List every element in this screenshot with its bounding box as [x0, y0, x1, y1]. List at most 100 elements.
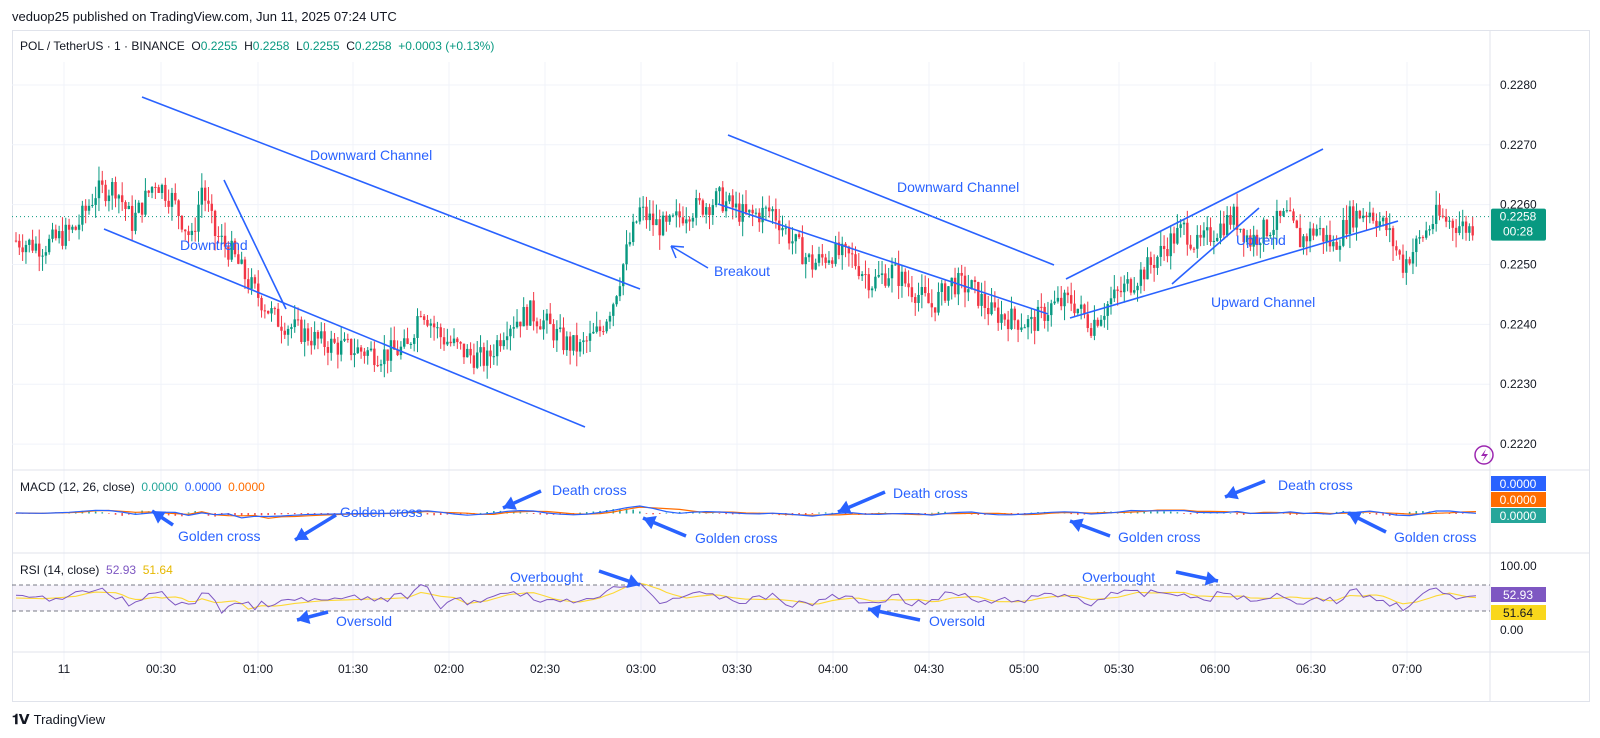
candle-body — [164, 184, 167, 201]
candle-body — [154, 186, 157, 188]
candle-body — [459, 342, 462, 344]
time-tick-label: 00:30 — [146, 662, 176, 676]
candle-body — [495, 340, 499, 357]
candle-body — [555, 328, 559, 341]
rsi-value-tag — [1491, 587, 1546, 602]
candle-body — [1215, 237, 1219, 241]
macd-value-label: 0.0000 — [1500, 493, 1537, 507]
price-tick-label: 0.2220 — [1500, 437, 1537, 451]
candle-body — [1013, 308, 1016, 321]
candle-body — [525, 306, 529, 326]
candle-body — [1142, 269, 1146, 280]
candle-body — [38, 243, 41, 257]
candle-body — [638, 207, 642, 222]
chart-annotation: Downward Channel — [310, 147, 432, 163]
candle-body — [426, 319, 429, 326]
price-tick-label: 0.2270 — [1500, 138, 1537, 152]
open-value: 0.2255 — [200, 39, 238, 53]
macd-value-label: 0.0000 — [1500, 477, 1537, 491]
macd-histogram-bar — [439, 513, 442, 515]
candle-body — [147, 190, 150, 193]
candle-body — [1199, 234, 1202, 238]
candle-body — [64, 224, 67, 246]
candle-body — [529, 300, 532, 326]
candle-body — [1378, 221, 1381, 228]
macd-histogram-bar — [632, 509, 634, 514]
candle-body — [585, 340, 588, 342]
candle-body — [1361, 215, 1365, 219]
candle-body — [1026, 319, 1030, 328]
macd-histogram-bar — [1156, 511, 1159, 514]
trend-lines — [103, 96, 1399, 428]
candle-body — [346, 338, 350, 340]
macd-histogram-bar — [592, 511, 595, 514]
candle-body — [1415, 238, 1418, 253]
rsi-ma-line — [15, 582, 1477, 610]
candle-body — [1099, 319, 1103, 326]
macd-histogram-bar — [260, 513, 263, 516]
candle-body — [1461, 221, 1464, 227]
candle-body — [213, 210, 217, 237]
candle-body — [1046, 315, 1050, 321]
candle-body — [860, 274, 864, 277]
candle-body — [436, 327, 439, 329]
candle-body — [1006, 319, 1010, 330]
macd-histogram-bar — [1070, 513, 1072, 515]
candle-body — [485, 350, 489, 366]
candle-body — [1103, 315, 1106, 320]
candle-body — [389, 340, 393, 361]
candle-body — [1169, 233, 1172, 257]
candle-body — [432, 323, 436, 328]
candle-body — [1129, 279, 1133, 293]
chart-annotation: Uptrend — [1236, 232, 1286, 248]
candle-body — [738, 203, 741, 222]
candle-body — [565, 336, 569, 351]
candle-body — [1282, 211, 1285, 216]
candle-body — [207, 200, 210, 204]
candle-body — [1454, 227, 1458, 233]
candle-body — [293, 319, 296, 328]
candle-body — [34, 243, 38, 251]
macd-value-tag — [1491, 492, 1546, 507]
macd-histogram-bar — [267, 513, 269, 516]
macd-histogram-bar — [1196, 513, 1199, 514]
candle-body — [1119, 290, 1123, 293]
price-tick-label: 0.2250 — [1500, 258, 1537, 272]
lightning-icon — [1481, 449, 1488, 462]
candle-body — [1079, 304, 1083, 309]
candle-body — [14, 240, 18, 242]
candle-body — [1255, 234, 1259, 246]
candle-body — [824, 257, 827, 263]
candle-body — [914, 297, 917, 303]
macd-histogram-bar — [804, 513, 807, 515]
candle-body — [263, 310, 267, 312]
candle-body — [1089, 328, 1093, 336]
candle-body — [1428, 229, 1431, 231]
candle-body — [602, 331, 605, 333]
candle-body — [837, 242, 841, 256]
tradingview-footer[interactable]: 𝟏𝗩 TradingView — [12, 711, 105, 728]
macd-histogram-bar — [645, 513, 648, 514]
candle-body — [781, 227, 784, 231]
candle-body — [635, 221, 638, 223]
macd-histogram-bar — [665, 512, 668, 514]
macd-histogram-bar — [1236, 513, 1238, 515]
grid-lines — [12, 30, 1590, 702]
candle-body — [124, 202, 127, 209]
macd-histogram-bar — [300, 513, 303, 515]
candle-body — [144, 190, 147, 215]
candle-body — [731, 195, 734, 208]
macd-histogram-bar — [1229, 513, 1232, 514]
candle-body — [645, 206, 648, 221]
macd-histogram-bar — [486, 512, 488, 514]
candle-body — [588, 333, 592, 341]
candle-body — [44, 252, 48, 256]
candle-body — [266, 310, 270, 314]
macd-arrow-head — [295, 527, 309, 540]
candle-body — [857, 266, 861, 277]
chart-annotation: Breakout — [714, 263, 770, 279]
macd-histogram-bar — [1461, 513, 1464, 514]
candle-body — [174, 192, 177, 201]
macd-histogram-bar — [320, 513, 323, 514]
